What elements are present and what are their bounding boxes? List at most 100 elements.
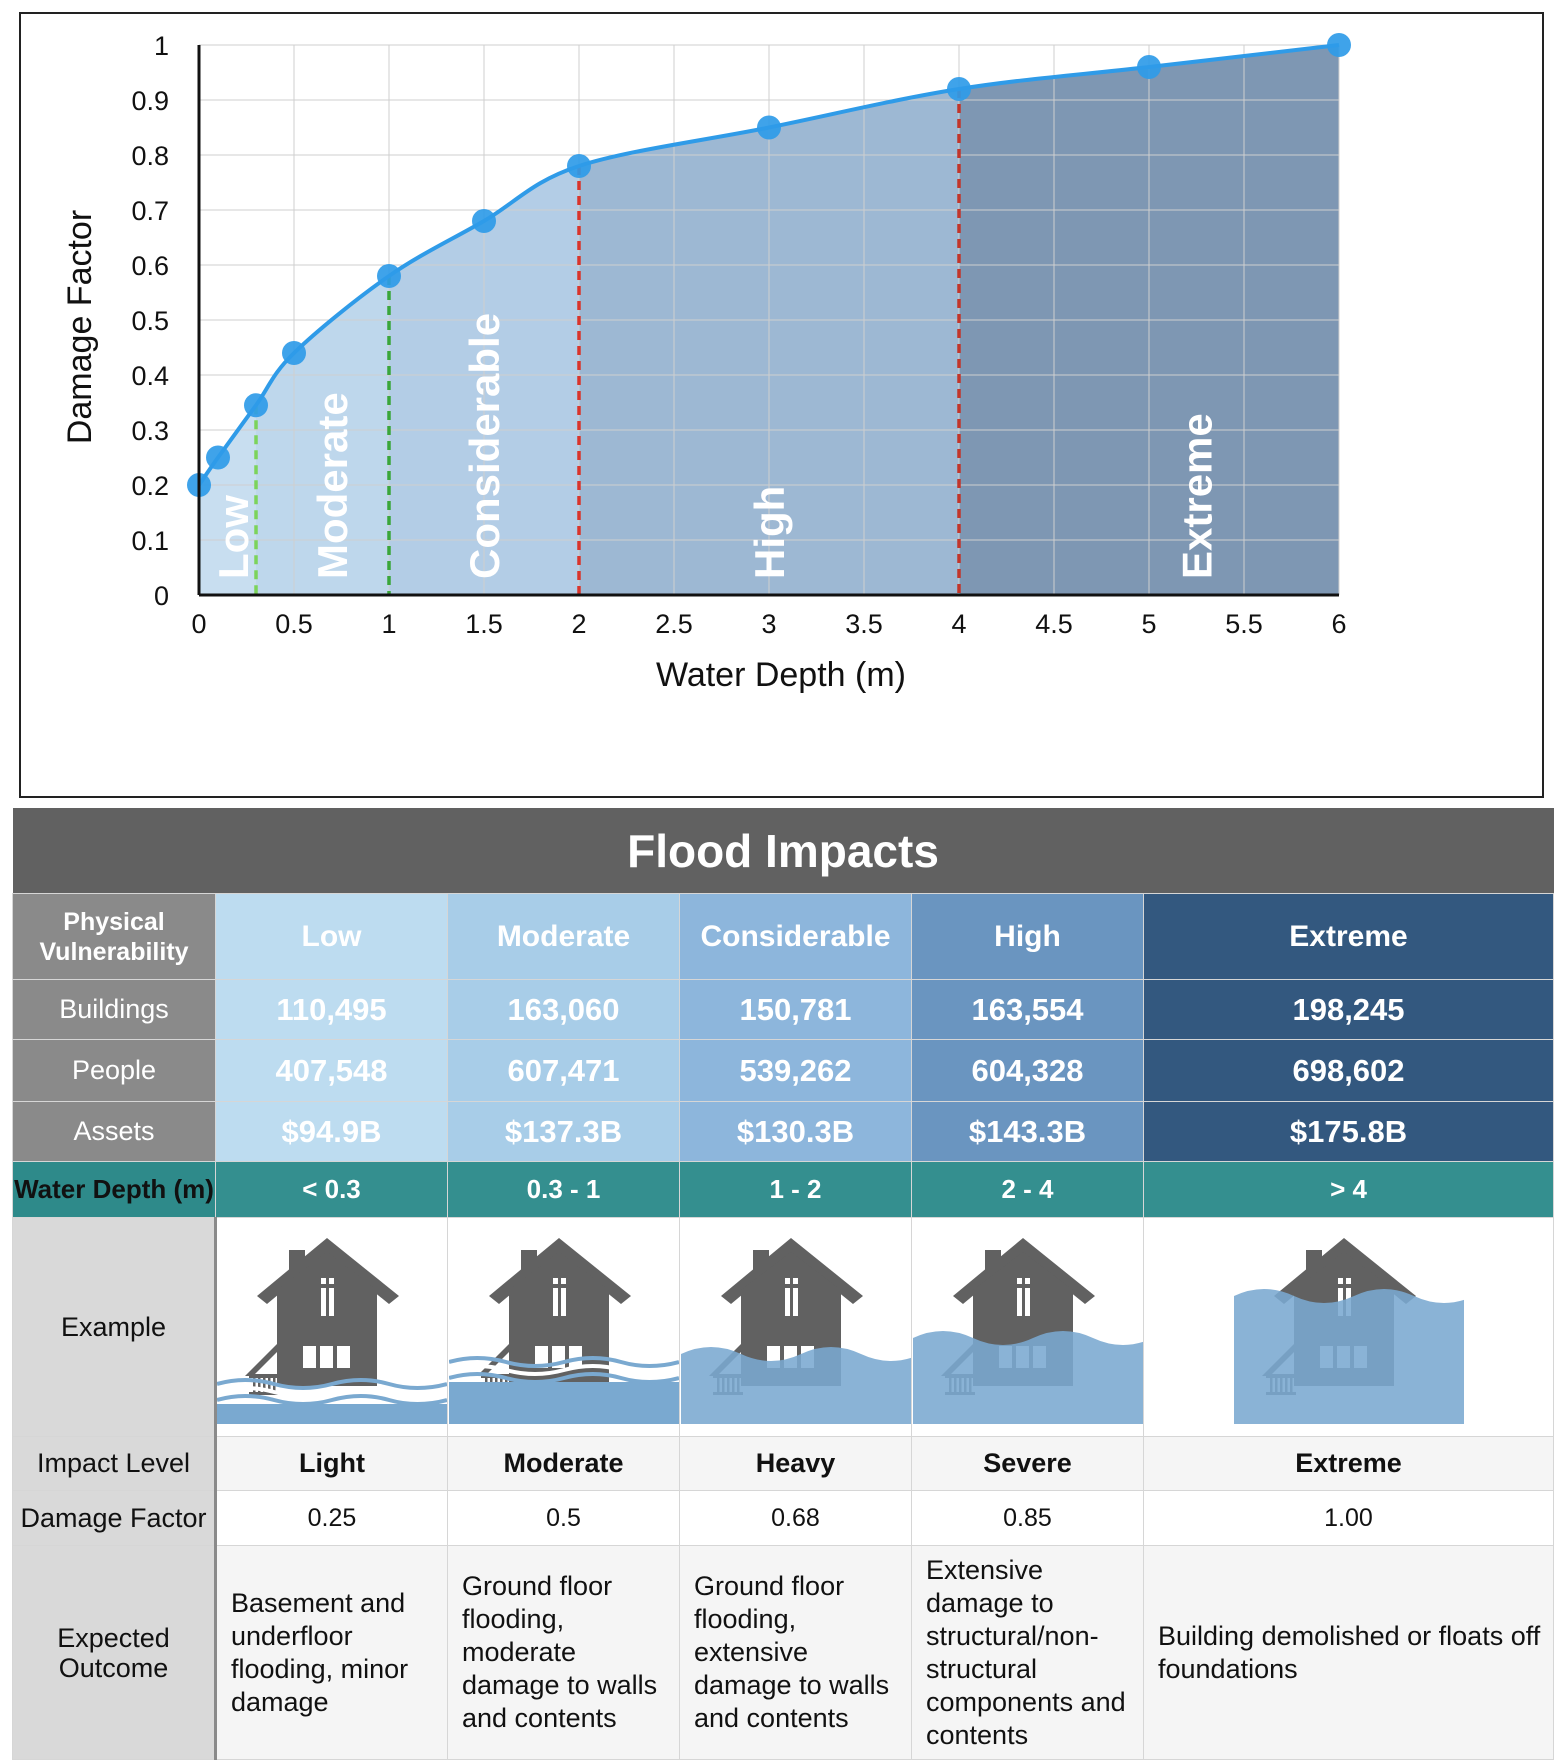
buildings-high: 163,554: [911, 979, 1144, 1041]
example-label: Example: [12, 1217, 217, 1438]
y-axis-title: Damage Factor: [61, 210, 99, 444]
example-high: [911, 1217, 1153, 1438]
buildings-extreme: 198,245: [1143, 979, 1554, 1041]
expected-outcome-extreme: Building demolished or floats off founda…: [1143, 1545, 1554, 1760]
water-shape: [216, 1377, 448, 1424]
data-point: [206, 445, 230, 470]
data-point: [757, 115, 781, 140]
x-tick-label: 4: [951, 609, 966, 639]
water-shape: [447, 1355, 680, 1424]
assets-extreme: $175.8B: [1143, 1101, 1554, 1163]
water-depth-moderate: 0.3 - 1: [447, 1161, 680, 1219]
impact-level-extreme: Extreme: [1143, 1436, 1554, 1491]
category-low: Low: [215, 893, 448, 981]
water-depth-considerable: 1 - 2: [679, 1161, 912, 1219]
assets-low: $94.9B: [215, 1101, 448, 1163]
buildings-considerable: 150,781: [679, 979, 912, 1041]
damage-factor-extreme: 1.00: [1143, 1489, 1554, 1547]
physical-vulnerability-header: Physical Vulnerability: [12, 893, 216, 981]
buildings-low: 110,495: [215, 979, 448, 1041]
flooded-house-moderate-icon: [447, 1237, 680, 1424]
y-tick-label: 0.4: [131, 361, 169, 391]
data-point: [1137, 55, 1161, 79]
impact-level-label: Impact Level: [12, 1436, 217, 1491]
y-tick-labels: 0 0.1 0.2 0.3 0.4 0.5 0.6 0.7 0.8 0.9 1: [131, 31, 169, 611]
assets-considerable: $130.3B: [679, 1101, 912, 1163]
house-shape: [476, 1237, 631, 1395]
damage-factor-row: Damage Factor 0.25 0.5 0.68 0.85 1.00: [12, 1489, 1554, 1547]
x-axis-title: Water Depth (m): [656, 656, 906, 694]
y-tick-label: 1: [154, 31, 169, 61]
zone-dividers: [254, 89, 961, 595]
impact-level-moderate: Moderate: [447, 1436, 680, 1491]
people-label: People: [12, 1039, 216, 1103]
x-tick-label: 2.5: [655, 609, 693, 639]
flooded-house-considerable-icon: [680, 1237, 921, 1424]
buildings-label: Buildings: [12, 979, 216, 1041]
water-shape: [680, 1346, 921, 1424]
x-tick-labels: 0 0.5 1 1.5 2 2.5 3 3.5 4 4.5 5 5.5 6: [191, 609, 1346, 639]
zone-label-moderate: Moderate: [309, 392, 356, 579]
zone-label-low: Low: [210, 495, 257, 579]
people-high: 604,328: [911, 1039, 1144, 1103]
x-tick-label: 2: [571, 609, 586, 639]
assets-high: $143.3B: [911, 1101, 1144, 1163]
table-title: Flood Impacts: [12, 808, 1554, 894]
zone-label-considerable: Considerable: [461, 313, 508, 579]
impact-level-low: Light: [215, 1436, 448, 1491]
people-row: People 407,548 607,471 539,262 604,328 6…: [12, 1039, 1554, 1103]
category-extreme: Extreme: [1143, 893, 1554, 981]
water-shape: [912, 1330, 1153, 1424]
example-extreme: [1143, 1217, 1554, 1438]
chart-axes: [197, 45, 1339, 597]
data-point: [282, 341, 306, 365]
flooded-house-high-icon: [912, 1237, 1153, 1424]
water-depth-high: 2 - 4: [911, 1161, 1144, 1219]
x-tick-label: 0.5: [275, 609, 313, 639]
damage-curve-chart: 0 0.5 1 1.5 2 2.5 3 3.5 4 4.5 5 5.5 6 0 0.1 0.2 0.3 0.4 0…: [19, 12, 1544, 798]
water-depth-low: < 0.3: [215, 1161, 448, 1219]
damage-factor-moderate: 0.5: [447, 1489, 680, 1547]
data-point: [244, 393, 268, 418]
category-header-row: Physical Vulnerability Low Moderate Cons…: [12, 893, 1554, 981]
y-tick-label: 0: [154, 581, 169, 611]
y-tick-label: 0.1: [131, 526, 169, 556]
zone-labels: Low Moderate Considerable High Extreme: [210, 313, 1220, 579]
expected-outcome-label: Expected Outcome: [12, 1545, 217, 1760]
category-considerable: Considerable: [679, 893, 912, 981]
flood-impacts-table: Flood Impacts Physical Vulnerability Low…: [12, 808, 1554, 1760]
damage-factor-high: 0.85: [911, 1489, 1144, 1547]
people-moderate: 607,471: [447, 1039, 680, 1103]
zone-label-high: High: [746, 486, 793, 579]
assets-moderate: $137.3B: [447, 1101, 680, 1163]
y-tick-label: 0.9: [131, 86, 169, 116]
impact-level-considerable: Heavy: [679, 1436, 912, 1491]
example-considerable: [679, 1217, 921, 1438]
y-tick-label: 0.5: [131, 306, 169, 336]
buildings-moderate: 163,060: [447, 979, 680, 1041]
damage-factor-low: 0.25: [215, 1489, 448, 1547]
x-tick-label: 1.5: [465, 609, 503, 639]
damage-factor-label: Damage Factor: [12, 1489, 217, 1547]
chart-svg: 0 0.5 1 1.5 2 2.5 3 3.5 4 4.5 5 5.5 6 00.10.20.30.40…: [61, 31, 1351, 694]
data-point: [947, 77, 971, 101]
people-considerable: 539,262: [679, 1039, 912, 1103]
assets-label: Assets: [12, 1101, 216, 1163]
house-shape: [245, 1237, 399, 1395]
data-point: [567, 154, 591, 178]
example-row: Example: [12, 1217, 1554, 1438]
x-tick-label: 5: [1141, 609, 1156, 639]
x-tick-label: 3.5: [845, 609, 883, 639]
buildings-row: Buildings 110,495 163,060 150,781 163,55…: [12, 979, 1554, 1041]
y-tick-label: 0.6: [131, 251, 169, 281]
example-moderate: [447, 1217, 680, 1438]
example-low: [215, 1217, 448, 1438]
data-point: [377, 264, 401, 288]
people-low: 407,548: [215, 1039, 448, 1103]
expected-outcome-moderate: Ground floor flooding, moderate damage t…: [447, 1545, 680, 1760]
water-depth-extreme: > 4: [1143, 1161, 1554, 1219]
expected-outcome-low: Basement and underfloor flooding, minor …: [215, 1545, 448, 1760]
water-depth-row: Water Depth (m) < 0.3 0.3 - 1 1 - 2 2 - …: [12, 1161, 1554, 1219]
y-tick-label: 0.7: [131, 196, 169, 226]
impact-level-high: Severe: [911, 1436, 1144, 1491]
